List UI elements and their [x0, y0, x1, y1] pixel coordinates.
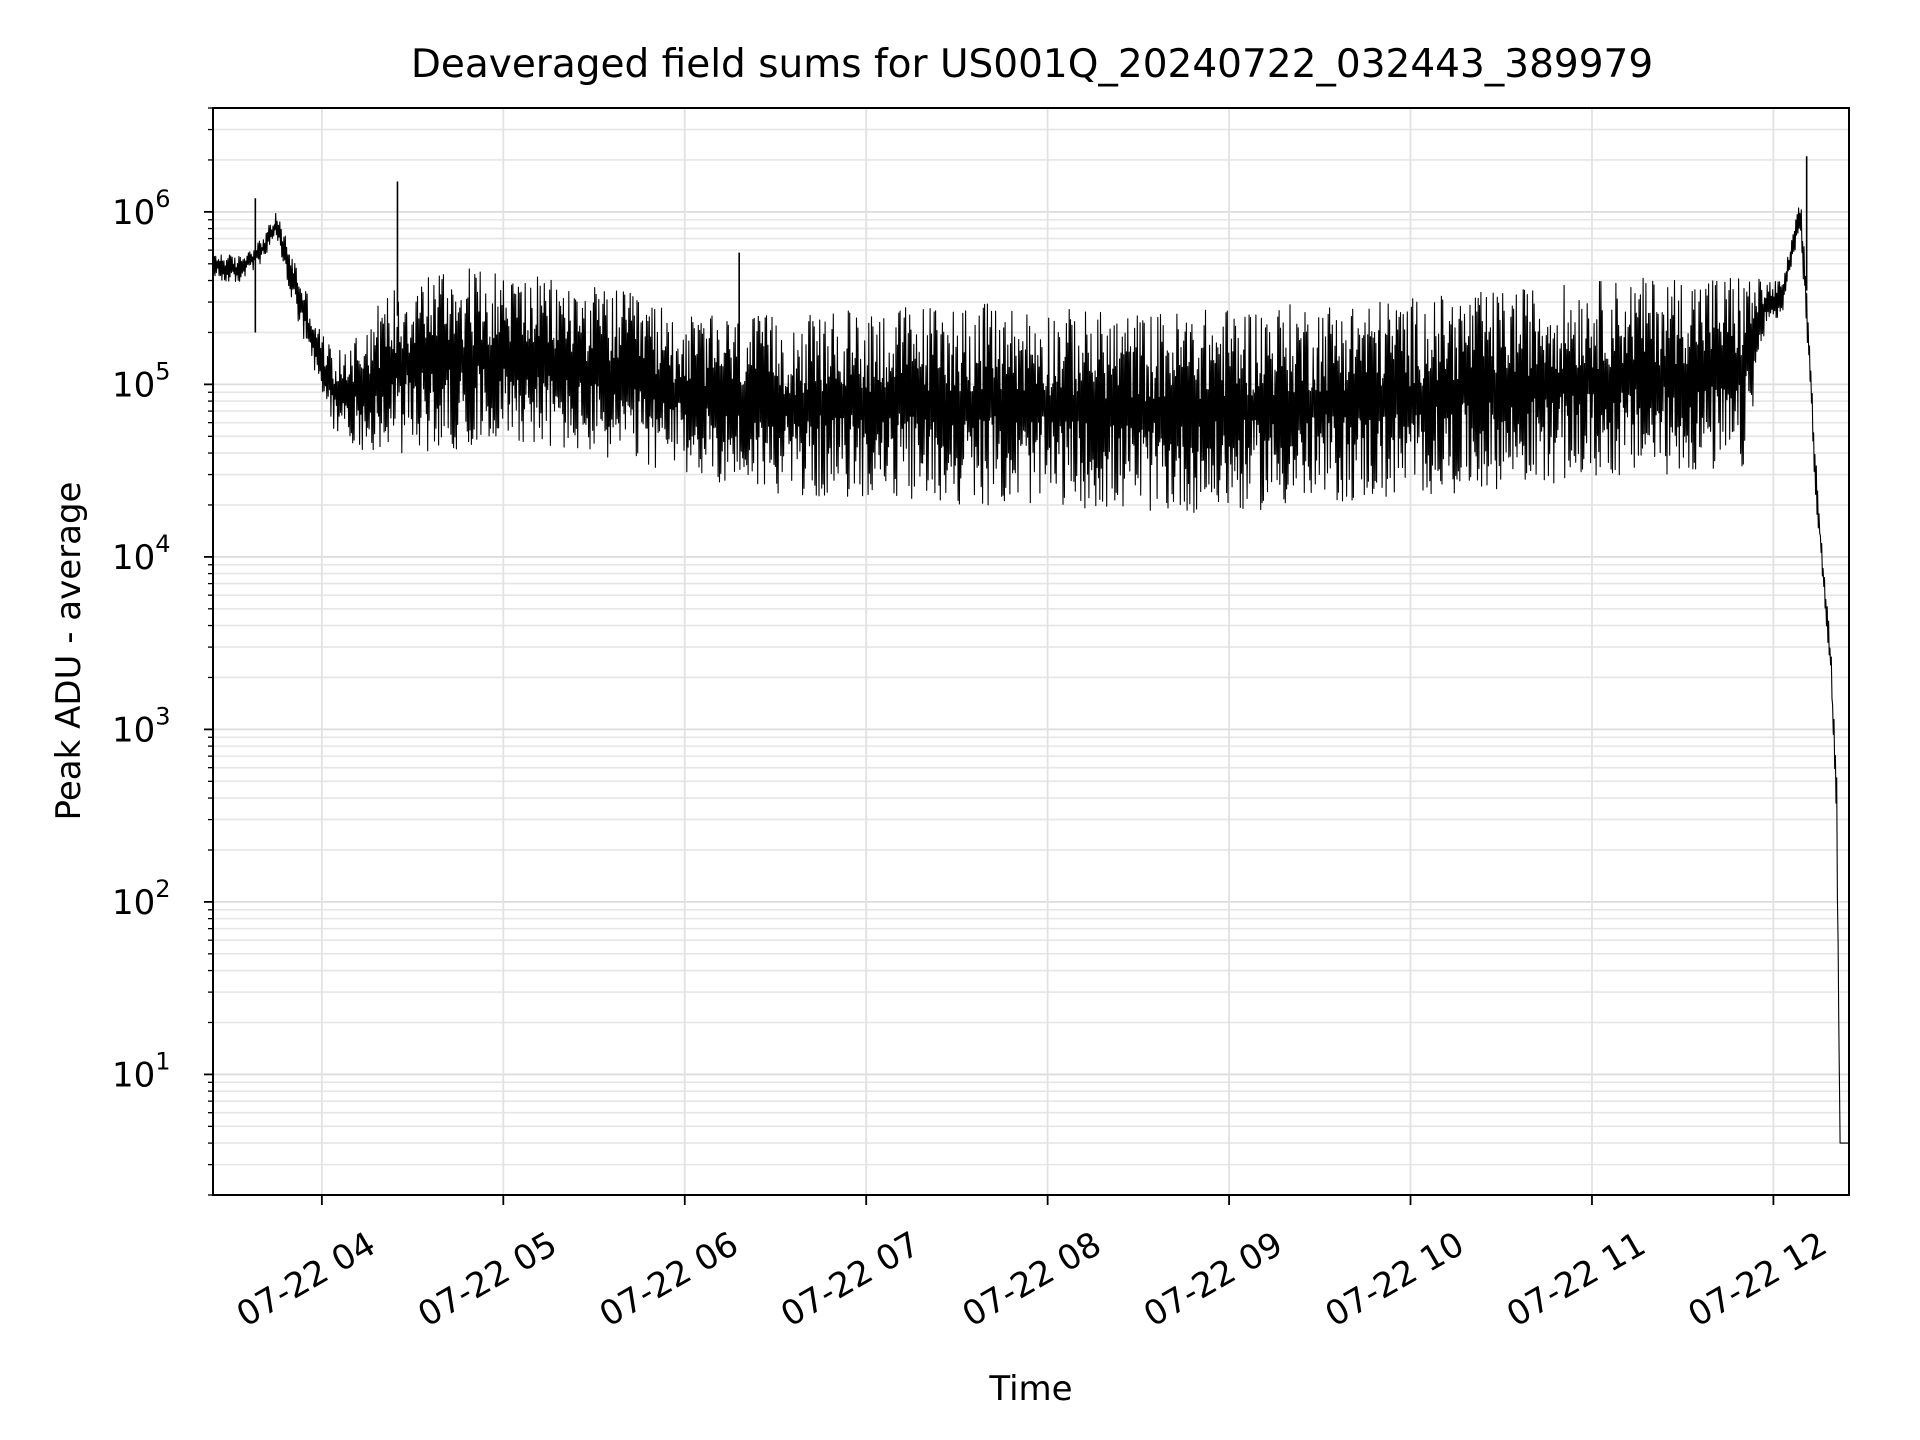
y-tick-exponent: 4: [155, 530, 170, 558]
y-tick-base: 10: [112, 710, 155, 750]
y-tick-base: 10: [112, 193, 155, 233]
y-tick-label: 102: [112, 875, 171, 923]
y-tick-exponent: 1: [155, 1047, 170, 1075]
y-tick-base: 10: [112, 538, 155, 578]
y-tick-exponent: 2: [155, 875, 170, 903]
y-tick-exponent: 6: [155, 185, 170, 213]
y-tick-label: 105: [112, 357, 171, 405]
series-line-0: [212, 207, 1849, 1144]
y-tick-base: 10: [112, 365, 155, 405]
y-tick-label: 103: [112, 702, 171, 750]
y-tick-label: 101: [112, 1047, 171, 1095]
y-tick-base: 10: [112, 1055, 155, 1095]
chart-title: Deaveraged field sums for US001Q_2024072…: [411, 42, 1653, 87]
y-tick-label: 104: [112, 530, 171, 578]
series-group: [212, 156, 1849, 1144]
y-tick-exponent: 5: [155, 357, 170, 385]
y-tick-label: 106: [112, 185, 171, 233]
x-axis-label: Time: [988, 1369, 1072, 1409]
y-axis-label: Peak ADU - average: [49, 482, 89, 821]
y-tick-base: 10: [112, 883, 155, 923]
plot-frame: [212, 107, 1850, 1196]
y-tick-exponent: 3: [155, 702, 170, 730]
